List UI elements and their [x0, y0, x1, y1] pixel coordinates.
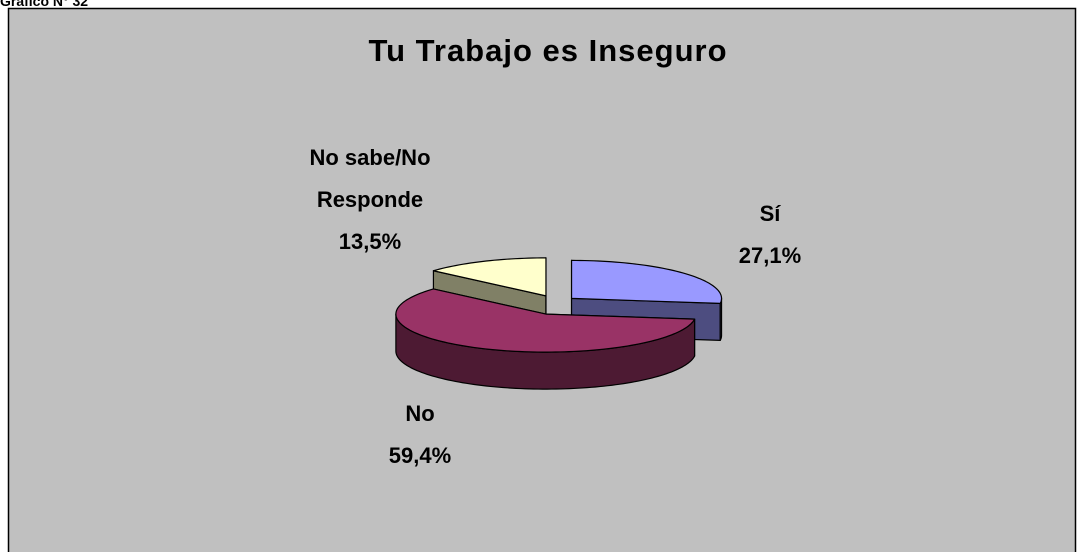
slice-label: No sabe/No Responde 13,5%: [270, 137, 470, 263]
slice: [570, 259, 723, 305]
chart-title: Tu Trabajo es Inseguro: [368, 33, 728, 68]
value-label: 27,1%: [738, 243, 802, 268]
category-label: No sabe/No Responde: [309, 145, 431, 212]
slice-label: No 59,4%: [320, 393, 520, 477]
category-label: No: [405, 401, 435, 426]
value-label: 59,4%: [388, 443, 452, 468]
caption: Gráfico N° 32: [0, 0, 89, 9]
slice: [395, 288, 696, 353]
pie: [395, 257, 723, 390]
slice-wall: [719, 297, 723, 342]
slice-label: Sí 27,1%: [670, 193, 870, 277]
value-label: 13,5%: [338, 229, 402, 254]
slice: [432, 257, 547, 297]
category-label: Sí: [759, 201, 781, 226]
